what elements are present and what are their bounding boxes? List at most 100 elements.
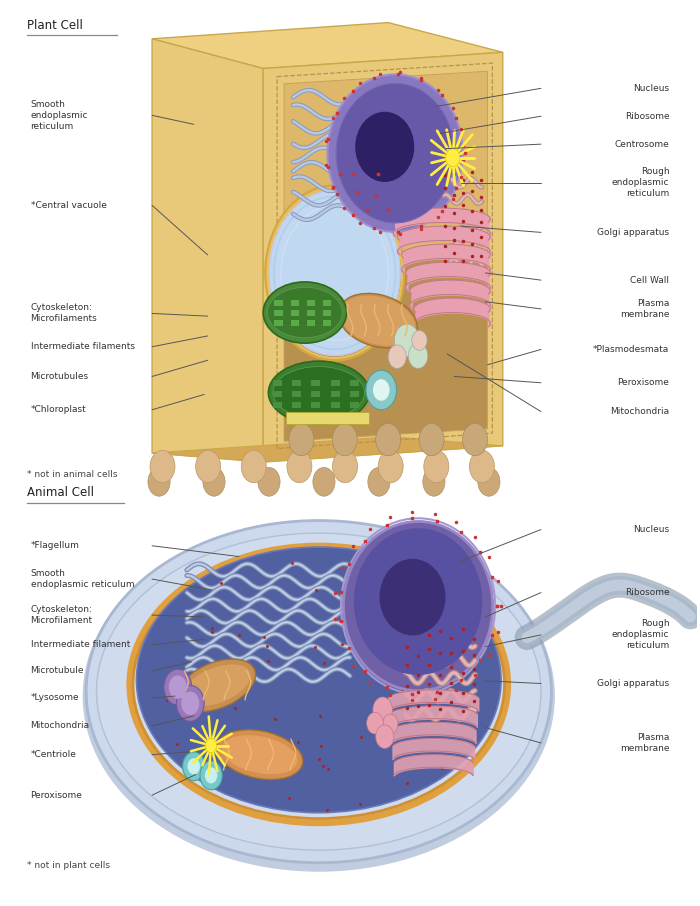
Bar (274, 300, 283, 306)
Text: Cytoskeleton:
Microfilament: Cytoskeleton: Microfilament (31, 605, 92, 625)
Bar (292, 401, 301, 408)
Text: *Plasmodesmata: *Plasmodesmata (593, 345, 669, 354)
Bar (292, 390, 301, 397)
Ellipse shape (338, 294, 417, 348)
Ellipse shape (273, 367, 365, 419)
Text: Smooth
endoplasmic
reticulum: Smooth endoplasmic reticulum (31, 100, 88, 131)
Text: Peroxisome: Peroxisome (617, 379, 669, 387)
Text: *Centriole: *Centriole (31, 750, 76, 759)
Bar (286, 411, 370, 424)
Circle shape (376, 423, 400, 456)
Bar (312, 390, 321, 397)
Bar (350, 390, 359, 397)
Ellipse shape (344, 522, 493, 690)
Circle shape (373, 697, 393, 722)
Circle shape (188, 758, 200, 775)
Text: Smooth
endoplasmic reticulum: Smooth endoplasmic reticulum (31, 569, 134, 589)
Bar (307, 310, 315, 316)
Text: Rough
endoplasmic
reticulum: Rough endoplasmic reticulum (612, 168, 669, 198)
Circle shape (378, 450, 403, 483)
Text: *Lysosome: *Lysosome (31, 693, 79, 702)
Text: * not in animal cells: * not in animal cells (27, 470, 118, 479)
Bar (350, 401, 359, 408)
Circle shape (389, 345, 406, 369)
Circle shape (313, 467, 335, 496)
Circle shape (205, 767, 218, 784)
Circle shape (424, 450, 449, 483)
Circle shape (367, 712, 384, 734)
Ellipse shape (340, 295, 416, 346)
Bar (312, 380, 321, 386)
Bar (307, 300, 315, 306)
Text: Peroxisome: Peroxisome (31, 791, 83, 800)
Bar (312, 401, 321, 408)
Circle shape (463, 423, 487, 456)
Text: Plant Cell: Plant Cell (27, 19, 83, 32)
Circle shape (423, 467, 445, 496)
Circle shape (287, 450, 312, 483)
Circle shape (181, 691, 200, 715)
Circle shape (412, 331, 427, 351)
Text: Cell Wall: Cell Wall (631, 275, 669, 284)
Text: Microtubule: Microtubule (31, 667, 84, 675)
Text: Microtubules: Microtubules (31, 372, 89, 381)
Circle shape (376, 725, 393, 748)
Circle shape (183, 752, 205, 781)
Ellipse shape (268, 361, 369, 424)
Ellipse shape (267, 287, 342, 338)
Circle shape (366, 371, 396, 410)
Bar (323, 310, 331, 316)
Text: Animal Cell: Animal Cell (27, 486, 94, 499)
Circle shape (368, 467, 390, 496)
Ellipse shape (83, 521, 555, 872)
Bar (290, 320, 299, 326)
Text: Intermediate filaments: Intermediate filaments (31, 342, 134, 352)
Text: Intermediate filament: Intermediate filament (31, 641, 130, 650)
Circle shape (258, 467, 280, 496)
Circle shape (241, 450, 266, 483)
Circle shape (289, 423, 314, 456)
Circle shape (206, 738, 217, 753)
Circle shape (470, 450, 494, 483)
Bar (273, 380, 282, 386)
Ellipse shape (222, 735, 298, 775)
Circle shape (332, 450, 358, 483)
Bar (290, 310, 299, 316)
Polygon shape (284, 251, 487, 441)
Text: Mitochondria: Mitochondria (610, 407, 669, 416)
Text: Centrosome: Centrosome (615, 140, 669, 149)
Text: Cytoskeleton:
Microfilaments: Cytoskeleton: Microfilaments (31, 304, 97, 323)
Polygon shape (284, 72, 487, 264)
Text: *Flagellum: *Flagellum (31, 541, 79, 550)
Polygon shape (152, 39, 263, 462)
Circle shape (200, 761, 222, 790)
Text: Nucleus: Nucleus (634, 525, 669, 534)
Circle shape (394, 324, 419, 357)
Ellipse shape (354, 528, 482, 675)
Circle shape (150, 450, 175, 483)
Circle shape (478, 467, 500, 496)
Ellipse shape (336, 83, 454, 223)
Text: Golgi apparatus: Golgi apparatus (597, 228, 669, 236)
Circle shape (176, 685, 204, 721)
Circle shape (164, 670, 192, 705)
Polygon shape (263, 53, 503, 462)
Text: Ribosome: Ribosome (625, 111, 669, 120)
Bar (307, 320, 315, 326)
Text: Plasma
membrane: Plasma membrane (620, 733, 669, 753)
Bar (274, 310, 283, 316)
Text: Mitochondria: Mitochondria (31, 721, 90, 730)
Ellipse shape (355, 111, 414, 182)
Text: *Chloroplast: *Chloroplast (31, 405, 86, 414)
Polygon shape (152, 437, 503, 462)
Polygon shape (152, 23, 503, 69)
Ellipse shape (97, 533, 541, 850)
Circle shape (148, 467, 170, 496)
Bar (292, 380, 301, 386)
Text: Rough
endoplasmic
reticulum: Rough endoplasmic reticulum (612, 620, 669, 651)
Text: Nucleus: Nucleus (634, 84, 669, 92)
Ellipse shape (178, 659, 256, 711)
Circle shape (373, 380, 390, 400)
Ellipse shape (328, 74, 463, 232)
Bar (273, 401, 282, 408)
